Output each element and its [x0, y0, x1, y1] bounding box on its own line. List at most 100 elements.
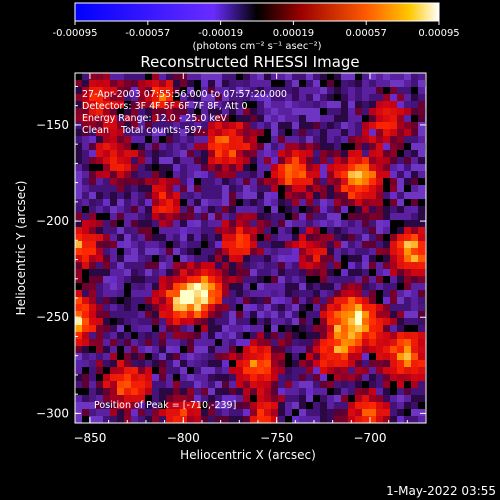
heatmap-cell — [194, 374, 201, 381]
heatmap-cell — [320, 136, 327, 143]
heatmap-cell — [327, 129, 334, 136]
heatmap-cell — [110, 192, 117, 199]
heatmap-cell — [348, 87, 355, 94]
heatmap-cell — [187, 150, 194, 157]
heatmap-cell — [117, 80, 124, 87]
heatmap-cell — [383, 290, 390, 297]
heatmap-cell — [89, 248, 96, 255]
heatmap-cell — [173, 143, 180, 150]
heatmap-cell — [215, 129, 222, 136]
heatmap-cell — [243, 262, 250, 269]
heatmap-cell — [96, 157, 103, 164]
heatmap-cell — [75, 388, 82, 395]
heatmap-cell — [327, 262, 334, 269]
heatmap-cell — [348, 115, 355, 122]
heatmap-cell — [82, 360, 89, 367]
heatmap-cell — [229, 367, 236, 374]
heatmap-cell — [271, 297, 278, 304]
heatmap-cell — [243, 171, 250, 178]
heatmap-cell — [299, 227, 306, 234]
heatmap-cell — [208, 80, 215, 87]
heatmap-cell — [194, 409, 201, 416]
heatmap-cell — [117, 150, 124, 157]
heatmap-cell — [285, 220, 292, 227]
heatmap-cell — [264, 241, 271, 248]
heatmap-cell — [194, 367, 201, 374]
heatmap-cell — [411, 353, 418, 360]
heatmap-cell — [82, 290, 89, 297]
heatmap-cell — [201, 416, 208, 423]
heatmap-cell — [397, 290, 404, 297]
heatmap-cell — [292, 136, 299, 143]
heatmap-cell — [145, 255, 152, 262]
heatmap-cell — [159, 192, 166, 199]
heatmap-cell — [194, 360, 201, 367]
heatmap-cell — [299, 374, 306, 381]
heatmap-cell — [313, 409, 320, 416]
heatmap-cell — [355, 129, 362, 136]
heatmap-cell — [320, 367, 327, 374]
heatmap-cell — [89, 339, 96, 346]
heatmap-cell — [397, 276, 404, 283]
heatmap-cell — [362, 73, 369, 80]
heatmap-cell — [285, 353, 292, 360]
heatmap-cell — [187, 290, 194, 297]
heatmap-cell — [222, 157, 229, 164]
heatmap-cell — [418, 325, 425, 332]
heatmap-cell — [313, 374, 320, 381]
heatmap-cell — [299, 353, 306, 360]
heatmap-cell — [285, 290, 292, 297]
heatmap-cell — [292, 87, 299, 94]
heatmap-cell — [348, 241, 355, 248]
heatmap-cell — [194, 395, 201, 402]
heatmap-cell — [264, 129, 271, 136]
heatmap-cell — [96, 269, 103, 276]
heatmap-cell — [208, 241, 215, 248]
heatmap-cell — [131, 80, 138, 87]
heatmap-cell — [103, 115, 110, 122]
heatmap-cell — [152, 346, 159, 353]
heatmap-cell — [348, 199, 355, 206]
heatmap-cell — [159, 150, 166, 157]
heatmap-cell — [348, 346, 355, 353]
heatmap-cell — [348, 262, 355, 269]
heatmap-cell — [292, 311, 299, 318]
heatmap-cell — [390, 220, 397, 227]
heatmap-cell — [334, 367, 341, 374]
heatmap-cell — [348, 143, 355, 150]
heatmap-cell — [222, 101, 229, 108]
heatmap-cell — [362, 381, 369, 388]
heatmap-cell — [334, 332, 341, 339]
heatmap-cell — [341, 171, 348, 178]
heatmap-cell — [418, 157, 425, 164]
heatmap-cell — [138, 185, 145, 192]
heatmap-cell — [145, 304, 152, 311]
heatmap-cell — [278, 213, 285, 220]
heatmap-cell — [243, 101, 250, 108]
heatmap-cell — [348, 290, 355, 297]
heatmap-cell — [208, 108, 215, 115]
heatmap-cell — [418, 164, 425, 171]
heatmap-cell — [362, 339, 369, 346]
heatmap-cell — [299, 80, 306, 87]
heatmap-cell — [145, 311, 152, 318]
heatmap-cell — [96, 192, 103, 199]
heatmap-cell — [173, 129, 180, 136]
heatmap-cell — [271, 143, 278, 150]
heatmap-cell — [180, 171, 187, 178]
heatmap-cell — [390, 178, 397, 185]
heatmap-cell — [222, 94, 229, 101]
heatmap-cell — [208, 206, 215, 213]
heatmap-cell — [75, 283, 82, 290]
heatmap-cell — [292, 115, 299, 122]
heatmap-cell — [250, 199, 257, 206]
heatmap-cell — [369, 129, 376, 136]
heatmap-cell — [124, 241, 131, 248]
heatmap-cell — [194, 262, 201, 269]
heatmap-cell — [418, 143, 425, 150]
heatmap-cell — [145, 80, 152, 87]
heatmap-cell — [138, 94, 145, 101]
heatmap-cell — [397, 178, 404, 185]
heatmap-cell — [257, 80, 264, 87]
heatmap-cell — [369, 108, 376, 115]
